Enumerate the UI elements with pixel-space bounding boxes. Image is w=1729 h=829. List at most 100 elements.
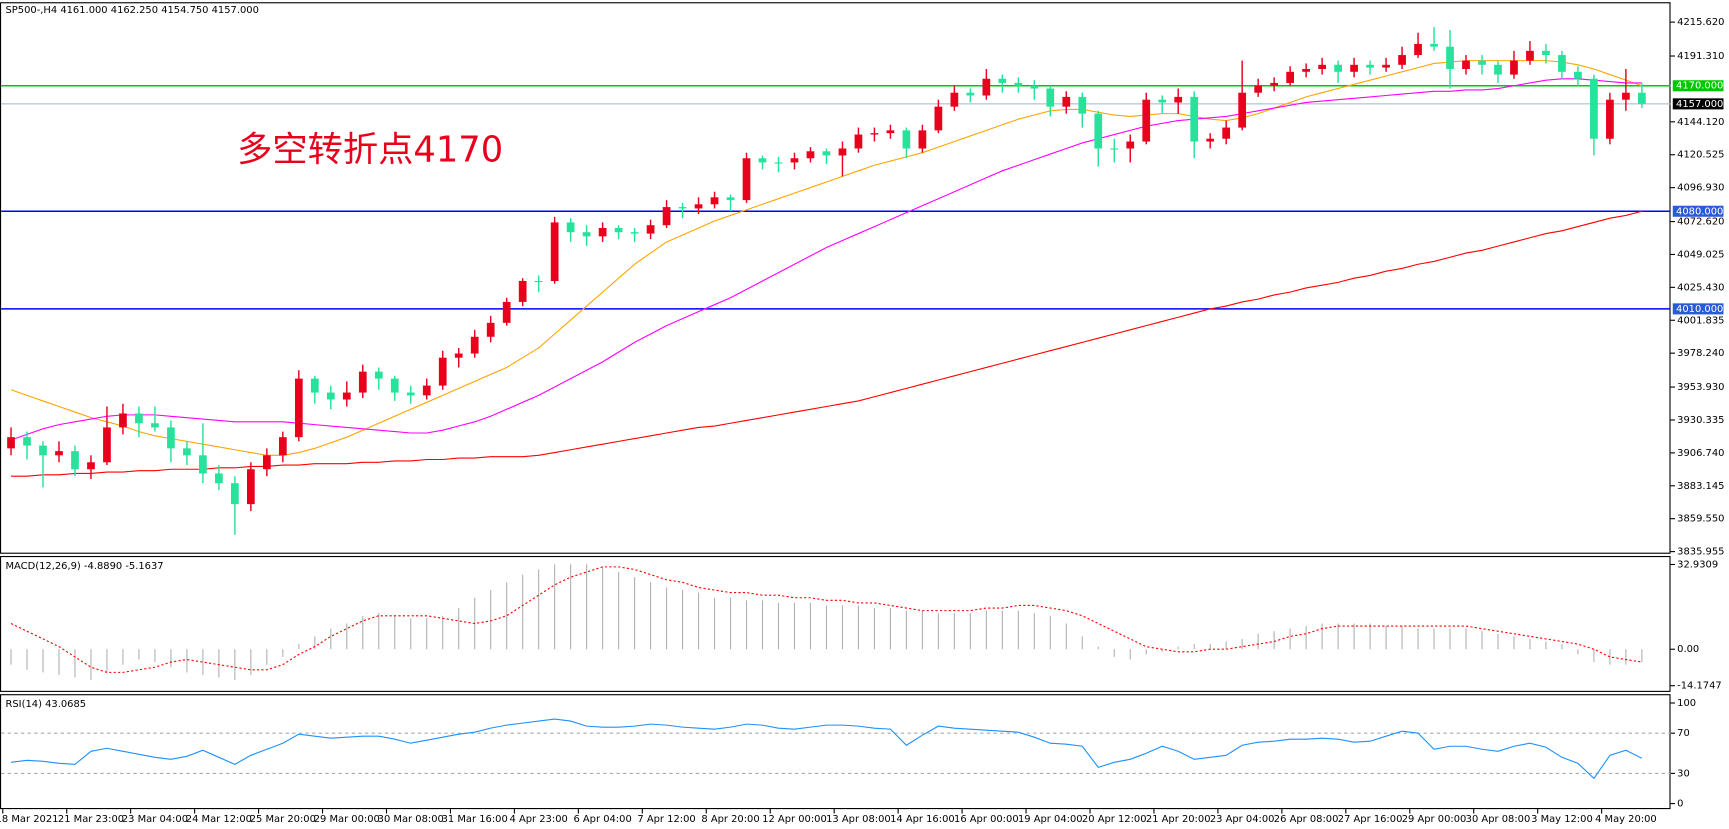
candle-body [918,130,927,149]
level-label-box [1672,80,1724,92]
candle-body [422,385,431,396]
candle-body [183,448,191,456]
candle-body [390,378,399,393]
candle-body [630,232,639,234]
y-tick-label: 0.00 [1677,644,1699,655]
candle-body [55,451,63,456]
x-tick-label: 29 Apr 00:00 [1402,814,1467,825]
y-tick-label: -14.1747 [1677,681,1722,692]
candle-body [294,378,303,438]
candle-body [262,455,271,470]
y-tick-label: 4215.620 [1677,17,1724,28]
level-label: 4010.000 [1676,304,1723,315]
x-tick-label: 7 Apr 12:00 [637,814,695,825]
candle-body [966,92,975,96]
x-tick-label: 27 Apr 16:00 [1338,814,1403,825]
candle-body [1254,85,1263,93]
candle-body [1350,64,1358,72]
main-pane-border [0,2,1671,554]
x-tick-label: 24 Mar 12:00 [186,814,252,825]
pane-title: RSI(14) 43.0685 [6,699,87,710]
candle-body [406,392,415,396]
y-tick-label: 32.9309 [1677,559,1718,570]
x-tick-label: 8 Apr 20:00 [701,814,759,825]
y-tick-label: 100 [1677,698,1696,709]
candle-body [7,437,15,449]
candle-body [934,106,943,131]
candle-body [902,130,911,149]
candle-body [1318,64,1326,70]
candle-body [598,227,607,237]
candle-body [1366,64,1374,68]
x-tick-label: 14 Apr 16:00 [890,814,955,825]
y-tick-label: 4120.525 [1677,150,1724,161]
x-tick-label: 25 Mar 20:00 [250,814,316,825]
candle-body [678,207,687,209]
candle-body [151,423,159,428]
candle-body [1510,60,1518,75]
candle-body [71,451,79,470]
candle-body [23,437,31,446]
last-price-label: 4157.000 [1676,99,1723,110]
candle-body [438,357,447,386]
candle-body [1622,92,1630,100]
candle-body [87,462,95,470]
candle-body [310,378,319,393]
x-tick-label: 3 May 12:00 [1531,814,1593,825]
candle-body [790,158,799,163]
candle-body [950,92,959,107]
x-tick-label: 13 Apr 08:00 [826,814,891,825]
candle-body [1222,127,1231,139]
level-label: 4080.000 [1676,206,1723,217]
candle-body [1046,88,1055,107]
candle-body [454,353,463,358]
rsi-line [10,718,1643,780]
y-tick-label: 4025.430 [1677,282,1724,293]
x-tick-label: 6 Apr 04:00 [573,814,631,825]
pane-title: MACD(12,26,9) -4.8890 -5.1637 [6,561,164,572]
y-tick-label: 4072.620 [1677,217,1724,228]
candle-body [1334,64,1342,72]
y-tick-label: 4144.120 [1677,117,1724,128]
x-tick-label: 23 Mar 04:00 [122,814,188,825]
y-tick-label: 3883.145 [1677,481,1724,492]
moving-average [10,60,1643,456]
candle-body [1542,50,1550,56]
candle-body [534,280,543,283]
candle-body [39,445,47,456]
y-tick-label: 4096.930 [1677,183,1724,194]
candle-body [1478,60,1486,65]
candle-body [1078,96,1087,114]
y-tick-label: 30 [1677,768,1690,779]
y-tick-label: 3930.335 [1677,415,1724,426]
candle-body [1110,148,1119,150]
candle-body [1606,99,1614,139]
candle-body [1638,92,1646,104]
candle-body [774,162,783,164]
candle-body [646,225,655,234]
candle-body [486,322,495,337]
x-tick-label: 4 Apr 23:00 [509,814,567,825]
candle-body [822,151,831,156]
x-tick-label: 12 Apr 00:00 [762,814,827,825]
candle-body [278,437,287,456]
candle-body [1126,141,1135,149]
x-tick-label: 21 Apr 20:00 [1146,814,1211,825]
candle-body [582,232,591,237]
candle-body [1158,99,1167,103]
candle-body [1574,71,1582,79]
candle-body [710,197,719,205]
moving-average [10,78,1642,441]
candle-body [1558,55,1566,72]
candle-body [326,392,335,400]
candle-body [518,280,527,302]
y-tick-label: 4049.025 [1677,249,1724,260]
candle-body [119,413,127,428]
candle-body [167,427,175,449]
macd-signal [10,566,1642,673]
candle-body [1270,82,1279,86]
candle-body [838,148,847,156]
y-tick-label: 0 [1677,799,1683,810]
candle-body [1190,96,1199,142]
